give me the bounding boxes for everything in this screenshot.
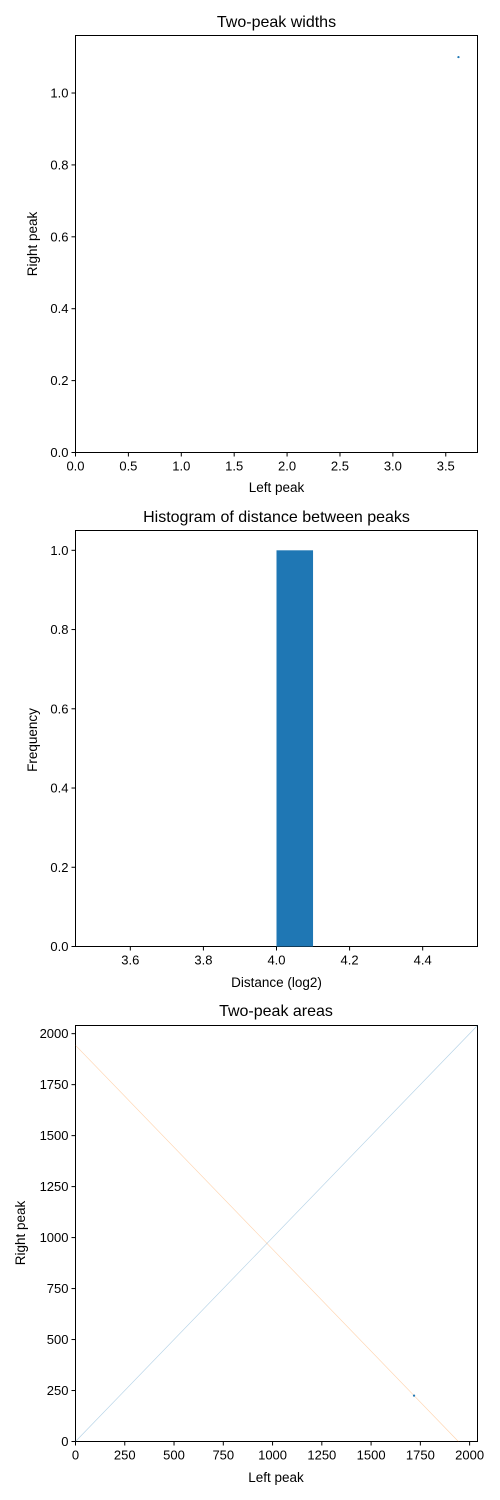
x-tick-label: 1500 <box>357 1448 386 1463</box>
plot-frame <box>75 1025 478 1442</box>
x-axis-ticks: 3.6 3.8 4.0 4.2 4.4 <box>121 946 432 968</box>
chart-distance-histogram: Histogram of distance between peaks 3.6 3… <box>25 509 478 990</box>
y-tick-label: 0.2 <box>50 373 68 388</box>
y-axis-label: Frequency <box>25 708 40 772</box>
y-tick-label: 250 <box>47 1383 69 1398</box>
y-axis-ticks: 0.0 0.2 0.4 0.6 0.8 1.0 <box>50 86 76 460</box>
data-marks <box>276 550 314 947</box>
y-tick-label: 0.0 <box>50 445 68 460</box>
y-axis-ticks: 0.0 0.2 0.4 0.6 0.8 1.0 <box>50 543 76 954</box>
y-tick-label: 0.2 <box>50 860 68 875</box>
y-tick-label: 0.4 <box>50 781 68 796</box>
y-tick-label: 1500 <box>40 1128 69 1143</box>
y-tick-label: 2000 <box>40 1026 69 1041</box>
y-tick-label: 500 <box>47 1332 69 1347</box>
x-tick-label: 0 <box>72 1448 79 1463</box>
y-tick-label: 1000 <box>40 1230 69 1245</box>
data-marks <box>457 55 460 59</box>
y-axis-ticks: 0 250 500 750 1000 1250 1500 1750 2000 <box>40 1026 76 1449</box>
reference-line-0 <box>75 1025 478 1442</box>
x-tick-label: 2.0 <box>278 459 296 474</box>
y-axis-label: Right peak <box>13 1200 28 1265</box>
x-tick-label: 3.8 <box>194 953 212 968</box>
y-tick-label: 0.6 <box>50 229 68 244</box>
x-tick-label: 3.6 <box>121 953 139 968</box>
y-tick-label: 1.0 <box>50 543 68 558</box>
y-tick-label: 1750 <box>40 1077 69 1092</box>
x-tick-label: 1.0 <box>172 459 190 474</box>
x-tick-label: 1000 <box>258 1448 287 1463</box>
histogram-bar-0 <box>276 550 314 947</box>
x-tick-label: 4.0 <box>267 953 285 968</box>
chart-title: Histogram of distance between peaks <box>143 509 410 526</box>
y-tick-label: 0.6 <box>50 701 68 716</box>
x-axis-label: Left peak <box>249 480 305 495</box>
x-tick-label: 0.5 <box>119 459 137 474</box>
x-axis-label: Distance (log2) <box>231 975 322 990</box>
scatter-point-0-0 <box>457 55 460 59</box>
chart-two-peak-widths: Two-peak widths 0.0 0.5 1.0 1.5 2.0 2.5 3.0 3.5… <box>25 14 478 495</box>
y-tick-label: 0.8 <box>50 622 68 637</box>
y-tick-label: 750 <box>47 1281 69 1296</box>
y-tick-label: 0.0 <box>50 939 68 954</box>
x-tick-label: 4.2 <box>341 953 359 968</box>
x-axis-ticks: 0 250 500 750 1000 1250 1500 1750 2000 <box>72 1441 484 1463</box>
x-tick-label: 4.4 <box>414 953 432 968</box>
data-marks <box>75 1025 478 1442</box>
x-tick-label: 1.5 <box>225 459 243 474</box>
chart-title: Two-peak areas <box>219 1003 333 1020</box>
x-tick-label: 2.5 <box>331 459 349 474</box>
x-tick-label: 1750 <box>406 1448 435 1463</box>
x-tick-label: 3.5 <box>437 459 455 474</box>
plot-frame <box>75 35 478 453</box>
reference-line-1 <box>75 1045 459 1442</box>
x-tick-label: 0.0 <box>66 459 84 474</box>
x-tick-label: 750 <box>212 1448 234 1463</box>
x-tick-label: 250 <box>114 1448 136 1463</box>
x-tick-label: 3.0 <box>384 459 402 474</box>
x-tick-label: 1250 <box>307 1448 336 1463</box>
scatter-point-0-0 <box>412 1394 416 1397</box>
chart-two-peak-areas: Two-peak areas 0 250 500 750 1000 1250 1500 175… <box>13 1003 484 1485</box>
y-tick-label: 1.0 <box>50 86 68 101</box>
y-tick-label: 1250 <box>40 1179 69 1194</box>
x-axis-label: Left peak <box>248 1470 304 1485</box>
y-tick-label: 0.4 <box>50 301 68 316</box>
chart-title: Two-peak widths <box>217 14 336 31</box>
y-tick-label: 0.8 <box>50 157 68 172</box>
x-tick-label: 500 <box>163 1448 185 1463</box>
x-tick-label: 2000 <box>455 1448 484 1463</box>
y-tick-label: 0 <box>61 1434 68 1449</box>
y-axis-label: Right peak <box>25 211 40 276</box>
x-axis-ticks: 0.0 0.5 1.0 1.5 2.0 2.5 3.0 3.5 <box>66 452 455 474</box>
